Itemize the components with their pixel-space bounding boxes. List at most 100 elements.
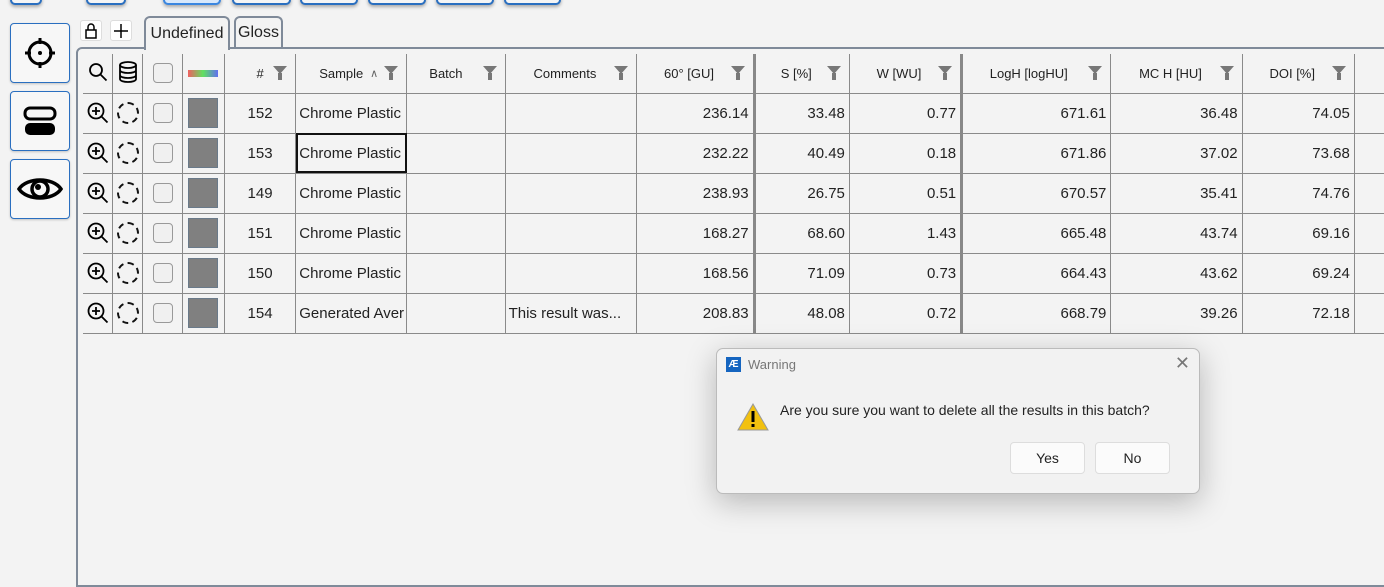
logh-cell: 671.61 [961,92,1112,134]
header-doi[interactable]: DOI [%] [1243,54,1353,92]
comments-cell[interactable] [504,132,638,174]
dashed-circle-icon[interactable] [116,222,139,244]
filter-icon[interactable] [730,66,745,80]
plus-icon [114,23,128,38]
zoom-in-icon [87,302,108,324]
toolbar-button-3[interactable] [163,0,221,5]
comments-cell[interactable] [504,212,638,254]
batch-cell[interactable] [406,132,506,174]
yes-button[interactable]: Yes [1010,442,1085,474]
filter-icon[interactable] [1331,66,1346,80]
toolbar-button-8[interactable] [504,0,561,5]
dashed-circle-icon[interactable] [116,182,139,204]
table-row[interactable]: 152 Chrome Plastic 236.14 33.48 0.77 671.61… [83,92,1384,134]
toolbar-button-6[interactable] [368,0,426,5]
row-checkbox[interactable] [152,223,173,243]
table-row[interactable]: 153 Chrome Plastic 232.22 40.49 0.18 671.86… [83,132,1384,174]
app-logo-icon: Æ [726,357,741,372]
eye-icon [17,178,63,200]
close-icon[interactable]: ✕ [1174,353,1190,373]
comments-cell[interactable] [504,252,638,294]
filter-icon[interactable] [482,66,497,80]
batch-cell[interactable] [406,292,506,334]
zoom-in-cell[interactable] [83,212,114,254]
database-icon [118,60,137,83]
toolbar-button-2[interactable] [86,0,126,5]
zoom-in-cell[interactable] [83,92,114,134]
zoom-in-cell[interactable] [83,172,114,214]
add-tab-button[interactable] [110,20,132,41]
sample-cell[interactable]: Chrome Plastic [295,212,408,254]
row-checkbox[interactable] [152,143,173,163]
batch-cell[interactable] [406,92,506,134]
header-s[interactable]: S [%] [756,54,849,92]
table-row[interactable]: 154 Generated Aver This result was... 208… [83,292,1384,334]
filter-icon[interactable] [273,66,288,80]
s-cell: 68.60 [753,212,850,254]
sample-cell[interactable]: Chrome Plastic [295,92,408,134]
batch-cell[interactable] [406,212,506,254]
table-row[interactable]: 150 Chrome Plastic 168.56 71.09 0.73 664.43… [83,252,1384,294]
header-60-gu[interactable]: 60° [GU] [638,54,751,92]
tab-gloss[interactable]: Gloss [234,16,283,47]
mch-cell: 43.62 [1110,252,1243,294]
table-row[interactable]: 149 Chrome Plastic 238.93 26.75 0.51 670.57… [83,172,1384,214]
s-cell: 40.49 [753,132,850,174]
row-checkbox[interactable] [152,263,173,283]
toolbar-button-4[interactable] [232,0,291,5]
batch-cell[interactable] [406,172,506,214]
target-button[interactable] [10,23,70,83]
sample-cell[interactable]: Chrome Plastic [295,252,408,294]
dashed-circle-icon[interactable] [116,102,139,124]
toolbar-button-5[interactable] [300,0,358,5]
header-comments[interactable]: Comments [506,54,636,92]
zoom-in-cell[interactable] [83,292,114,334]
s-cell: 26.75 [753,172,850,214]
lock-button[interactable] [80,20,102,41]
filter-icon[interactable] [826,66,841,80]
zoom-in-cell[interactable] [83,132,114,174]
id-cell: 151 [223,212,297,254]
comments-cell[interactable] [504,92,638,134]
row-checkbox[interactable] [152,183,173,203]
header-batch[interactable]: Batch [408,54,504,92]
dashed-circle-icon[interactable] [116,142,139,164]
logh-cell: 665.48 [961,212,1112,254]
search-header[interactable] [83,54,114,94]
header-logh[interactable]: LogH [logHU] [963,54,1110,92]
filter-icon[interactable] [1088,66,1103,80]
select-all-checkbox[interactable] [152,63,173,84]
header-sample[interactable]: Sample ∧ [297,54,406,92]
header-w[interactable]: W [WU] [850,54,958,92]
layout-button[interactable] [10,91,70,151]
table-row[interactable]: 151 Chrome Plastic 168.27 68.60 1.43 665.48… [83,212,1384,254]
view-button[interactable] [10,159,70,219]
sample-cell[interactable]: Generated Aver [295,292,408,334]
row-checkbox[interactable] [152,103,173,123]
dashed-circle-icon[interactable] [116,302,139,324]
no-button[interactable]: No [1095,442,1170,474]
comments-cell[interactable]: This result was... [504,292,638,334]
filter-icon[interactable] [384,66,399,80]
id-cell: 154 [223,292,297,334]
zoom-in-icon [87,262,108,284]
toolbar-button-1[interactable] [10,0,42,5]
filter-icon[interactable] [1219,66,1234,80]
batch-cell[interactable] [406,252,506,294]
g60-cell: 232.22 [636,132,756,174]
header-mc-h[interactable]: MC H [HU] [1112,54,1241,92]
sample-cell[interactable]: Chrome Plastic [295,132,408,174]
filter-icon[interactable] [614,66,629,80]
header-id[interactable]: # [225,54,294,92]
row-checkbox[interactable] [152,303,173,323]
zoom-in-cell[interactable] [83,252,114,294]
database-header[interactable] [112,54,144,94]
tab-undefined[interactable]: Undefined [144,16,230,50]
warning-dialog: Æ Warning ✕ Are you sure you want to del… [716,348,1200,494]
toolbar-button-7[interactable] [436,0,494,5]
dialog-title: Warning [748,357,796,372]
filter-icon[interactable] [938,66,953,80]
sample-cell[interactable]: Chrome Plastic [295,172,408,214]
dashed-circle-icon[interactable] [116,262,139,284]
comments-cell[interactable] [504,172,638,214]
